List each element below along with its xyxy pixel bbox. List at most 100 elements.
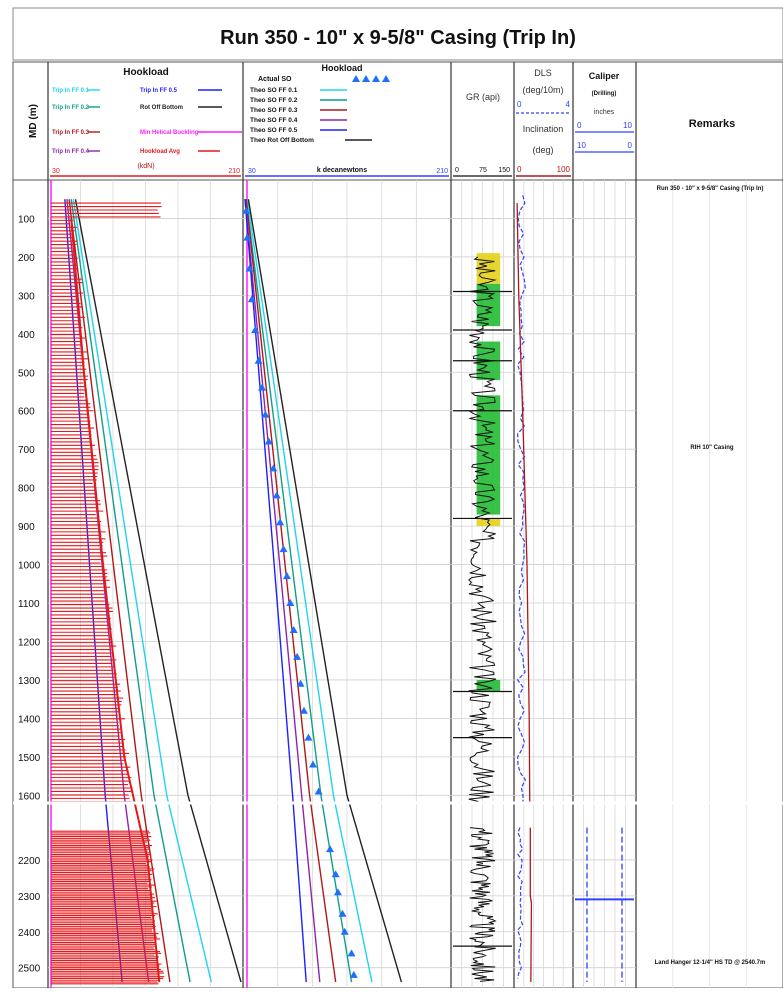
dls-max: 4 xyxy=(566,100,571,109)
body-frame xyxy=(12,179,783,989)
remark-rih: RIH 10" Casing xyxy=(690,445,734,451)
remark-land-hanger: Land Hanger 12-1/4" HS TD @ 2540.7m xyxy=(655,960,766,966)
track1-min: 30 xyxy=(52,168,60,175)
depth-tick-label: 2300 xyxy=(18,892,41,903)
actual-so-marker xyxy=(245,264,254,272)
depth-tick-label: 1300 xyxy=(18,676,41,687)
actual-so-marker xyxy=(258,383,266,391)
trip-in-series-line xyxy=(70,199,191,983)
gr-tick-150: 150 xyxy=(498,167,510,174)
remarks-header: Remarks xyxy=(689,118,735,130)
depth-tick-label: 1100 xyxy=(18,599,40,610)
dls-title: DLS xyxy=(534,68,552,78)
caliper-row1-min: 0 xyxy=(577,121,582,130)
depth-tick-label: 200 xyxy=(18,253,35,264)
actual-so-marker xyxy=(340,927,349,935)
actual-so-marker xyxy=(242,206,251,214)
actual-so-marker xyxy=(296,679,305,687)
actual-so-marker xyxy=(338,909,347,917)
track1-legend-label: Trip In FF 0.2 xyxy=(52,105,90,111)
track1-header: Hookload Trip In FF 0.1 Trip In FF 0.2 Tri… xyxy=(50,67,242,177)
grid xyxy=(48,180,747,988)
gr-tick-0: 0 xyxy=(455,167,459,174)
actual-so-marker xyxy=(261,410,270,418)
track2-legend-label: Theo SO FF 0.3 xyxy=(250,107,298,114)
hookload-avg-trend-line xyxy=(70,218,161,983)
track2-unit: k decanewtons xyxy=(317,167,367,174)
dls-min: 0 xyxy=(517,100,522,109)
caliper-unit: inches xyxy=(594,109,615,116)
depth-tick-label: 2400 xyxy=(18,928,41,939)
actual-so-marker xyxy=(347,949,356,957)
depth-tick-label: 1600 xyxy=(18,791,41,802)
actual-so-marker xyxy=(276,518,285,526)
gr-trace xyxy=(468,256,497,982)
actual-so-marker xyxy=(293,652,302,660)
actual-so-marker xyxy=(299,706,308,714)
track1-legend-label: Trip In FF 0.1 xyxy=(52,88,90,94)
gr-lithology-fill xyxy=(476,283,501,327)
track1-legend-label: Hookload Avg xyxy=(140,149,180,155)
depth-labels: 100 200 300 400 500 600 700 800 900 1000 1100 1200 1… xyxy=(18,214,41,974)
gr-lithology-fill xyxy=(476,518,501,527)
track1-title: Hookload xyxy=(123,67,169,78)
actual-so-marker xyxy=(304,733,313,741)
dls-trace xyxy=(516,195,527,979)
plot-title: Run 350 - 10" x 9-5/8" Casing (Trip In) xyxy=(220,27,576,49)
trip-in-series-line xyxy=(68,199,171,983)
depth-tick-label: 400 xyxy=(18,330,35,341)
actual-so-legend-marker xyxy=(352,75,360,82)
track2-min: 30 xyxy=(248,168,256,175)
track2-max: 210 xyxy=(436,168,448,175)
actual-so-marker xyxy=(286,599,295,607)
track2-legend-label: Theo SO FF 0.2 xyxy=(250,97,298,104)
actual-so-marker xyxy=(254,356,263,364)
track1-legend-label: Trip In FF 0.3 xyxy=(52,130,90,136)
caliper-sub: (Drilling) xyxy=(592,91,617,97)
depth-tick-label: 700 xyxy=(18,445,35,456)
incl-max: 100 xyxy=(557,165,571,174)
depth-tick-label: 2200 xyxy=(18,856,41,867)
actual-so-legend-marker xyxy=(362,75,370,82)
remark-run: Run 350 - 10" x 9-5/8" Casing (Trip In) xyxy=(657,186,764,192)
gr-header: GR (api) 0 75 150 xyxy=(453,92,512,177)
actual-so-marker xyxy=(243,233,252,241)
track2-header: Hookload Actual SO Theo SO FF 0.1 Theo SO… xyxy=(245,63,449,177)
depth-tick-label: 500 xyxy=(18,368,35,379)
slack-off-series-line xyxy=(247,199,403,983)
track2-title: Hookload xyxy=(321,63,362,73)
caliper-header: Caliper (Drilling) inches 0 10 10 0 xyxy=(575,71,634,153)
track2-plot xyxy=(242,180,403,988)
remarks-notes: Run 350 - 10" x 9-5/8" Casing (Trip In) … xyxy=(655,186,766,966)
trip-in-series-line xyxy=(72,199,212,983)
actual-so-label: Actual SO xyxy=(258,76,292,83)
gr-title: GR (api) xyxy=(466,92,500,102)
depth-tick-label: 1200 xyxy=(18,637,41,648)
actual-so-marker xyxy=(264,437,273,445)
depth-tick-label: 800 xyxy=(18,484,35,495)
actual-so-marker xyxy=(247,295,256,303)
caliper-row2-max: 0 xyxy=(628,141,633,150)
actual-so-marker xyxy=(272,491,281,499)
track2-legend-label: Theo SO FF 0.1 xyxy=(250,87,298,94)
track2-legend-label: Theo SO FF 0.4 xyxy=(250,117,298,124)
gr-tick-75: 75 xyxy=(479,167,487,174)
column-separators xyxy=(47,62,637,988)
inclination-trace-lower xyxy=(529,827,533,983)
actual-so-marker xyxy=(251,325,260,333)
track2-legend-label: Theo SO FF 0.5 xyxy=(250,127,298,134)
actual-so-marker xyxy=(326,845,334,853)
slack-off-series-line xyxy=(245,199,353,983)
incl-min: 0 xyxy=(517,165,522,174)
depth-tick-label: 2500 xyxy=(18,964,41,975)
track1-legend-label: Rot Off Bottom xyxy=(140,105,183,111)
incl-unit: (deg) xyxy=(532,145,553,155)
track1-legend-label: Trip In FF 0.5 xyxy=(140,88,178,94)
depth-tick-label: 900 xyxy=(18,522,35,533)
depth-tick-label: 300 xyxy=(18,291,35,302)
dls-plot xyxy=(516,195,533,983)
slack-off-series-line xyxy=(245,199,337,983)
depth-tick-label: 1400 xyxy=(18,714,41,725)
header-row xyxy=(12,61,783,181)
actual-so-marker xyxy=(289,625,298,633)
